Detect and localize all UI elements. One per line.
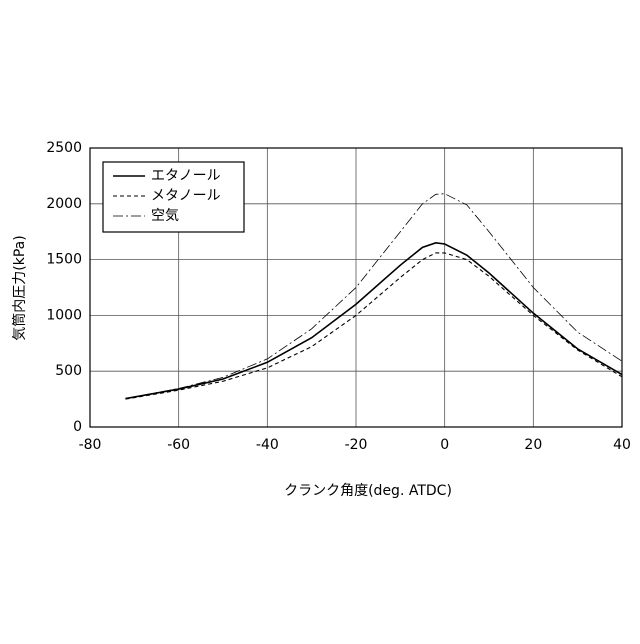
y-tick-label: 1500	[46, 252, 82, 268]
y-tick-label: 0	[73, 419, 82, 435]
legend-label: エタノール	[151, 168, 221, 184]
y-tick-label: 500	[55, 363, 82, 379]
x-tick-label: 0	[440, 437, 449, 453]
y-tick-label: 1000	[46, 307, 82, 323]
y-tick-label: 2500	[46, 140, 82, 156]
x-tick-label: 20	[524, 437, 542, 453]
data-line	[125, 243, 622, 399]
x-tick-label: -60	[167, 437, 190, 453]
x-tick-label: -20	[345, 437, 368, 453]
chart: クランク角度(deg. ATDC) 気筒内圧力(kPa) 0 500 1000 150…	[0, 0, 640, 640]
y-axis-label: 気筒内圧力(kPa)	[11, 235, 28, 340]
legend-label: 空気	[151, 208, 179, 224]
x-tick-label: 40	[613, 437, 631, 453]
y-tick-label: 2000	[46, 196, 82, 212]
x-tick-label: -40	[256, 437, 279, 453]
x-tick-label: -80	[79, 437, 102, 453]
data-line	[125, 253, 622, 399]
legend-label: メタノール	[151, 188, 221, 204]
x-axis-label: クランク角度(deg. ATDC)	[284, 483, 452, 499]
